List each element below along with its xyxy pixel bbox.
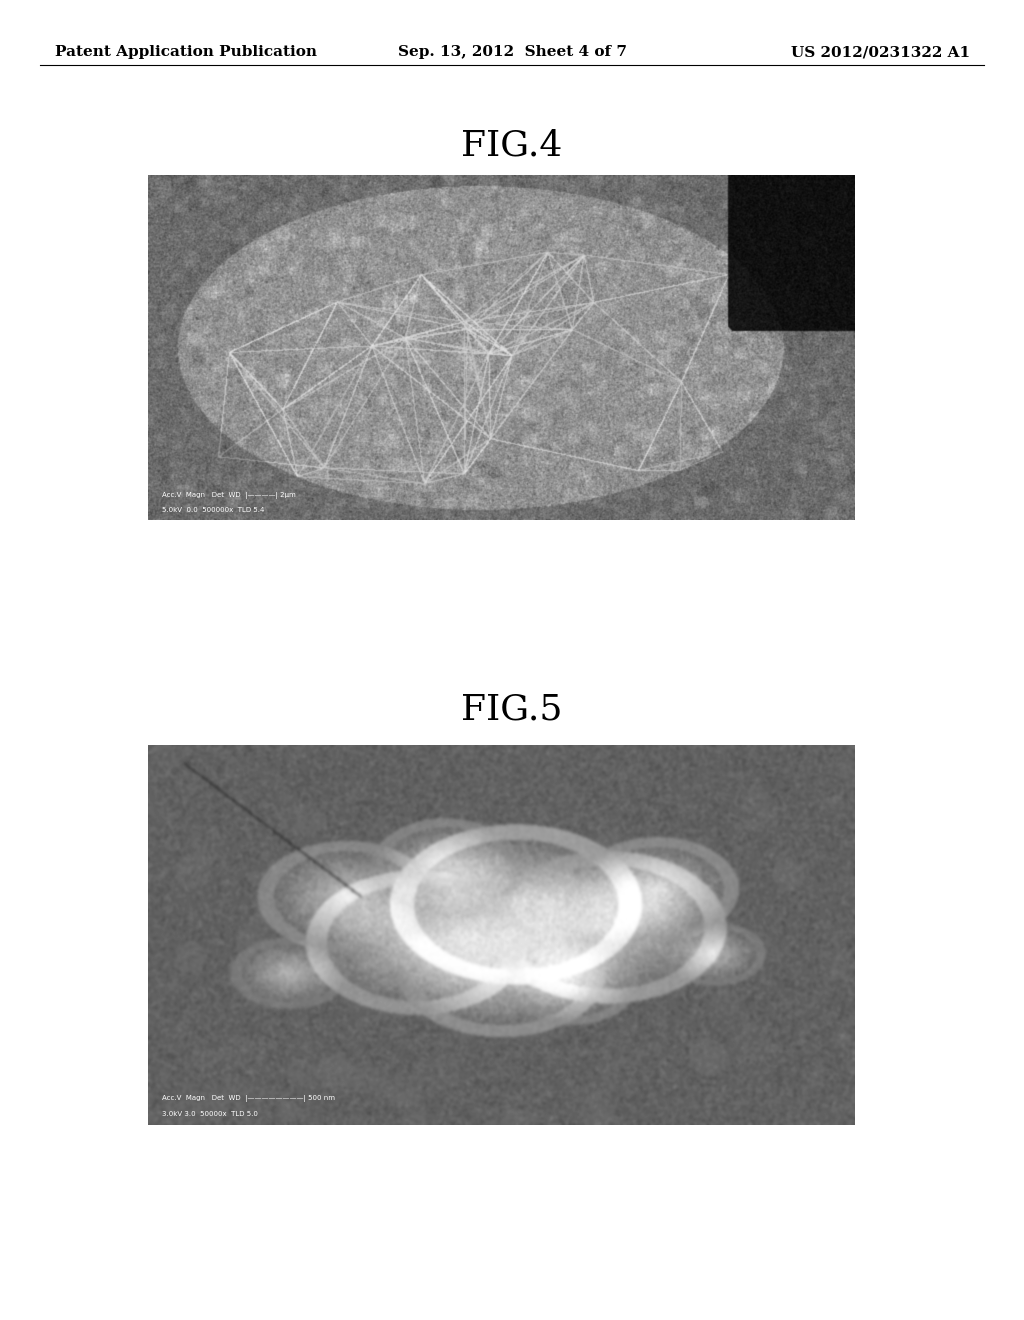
Text: 3.0kV 3.0  50000x  TLD 5.0: 3.0kV 3.0 50000x TLD 5.0 [162,1111,258,1118]
Text: Acc.V  Magn   Det  WD  |————————| 500 nm: Acc.V Magn Det WD |————————| 500 nm [162,1096,335,1102]
Text: FIG.5: FIG.5 [461,693,563,727]
Text: US 2012/0231322 A1: US 2012/0231322 A1 [791,45,970,59]
Text: Acc.V  Magn   Det  WD  |————| 2μm: Acc.V Magn Det WD |————| 2μm [162,492,296,499]
Text: Sep. 13, 2012  Sheet 4 of 7: Sep. 13, 2012 Sheet 4 of 7 [397,45,627,59]
Text: FIG.4: FIG.4 [462,128,562,162]
Text: 5.0kV  0.0  500000x  TLD 5.4: 5.0kV 0.0 500000x TLD 5.4 [162,507,264,513]
Text: Patent Application Publication: Patent Application Publication [55,45,317,59]
